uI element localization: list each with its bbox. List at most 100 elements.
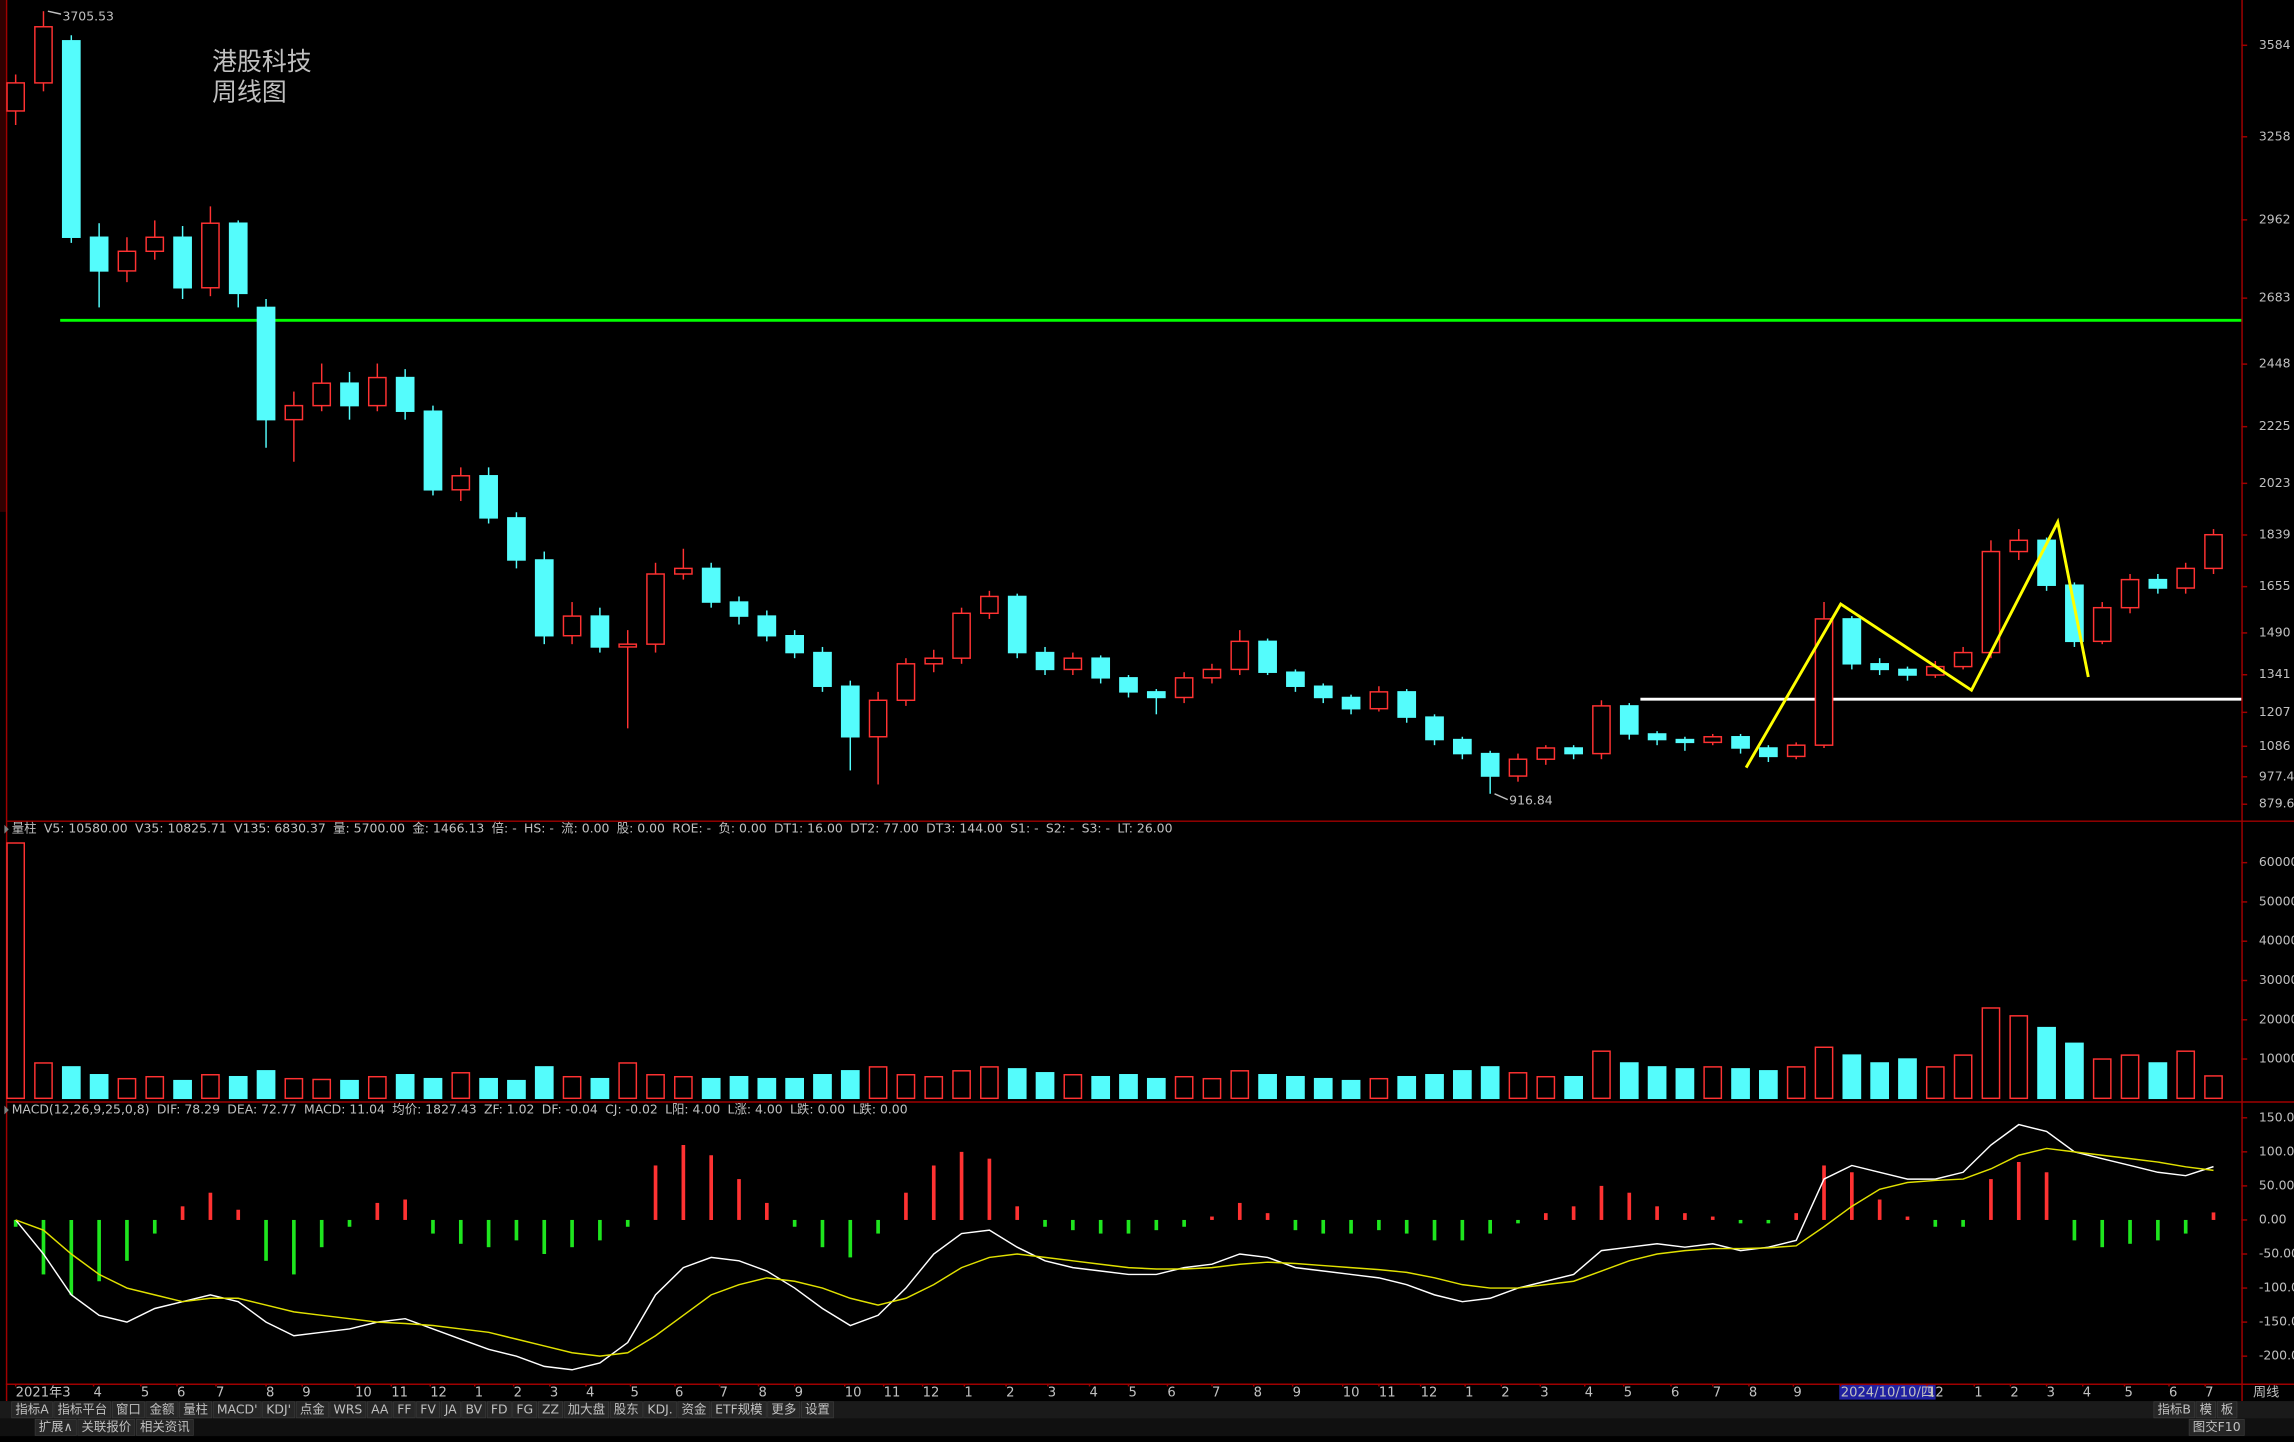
candle-body — [312, 382, 332, 407]
button[interactable]: 量柱 — [183, 1401, 208, 1416]
header-item: CJ: -0.02 — [605, 1102, 658, 1117]
button-bg[interactable] — [800, 1401, 834, 1419]
button-bg[interactable] — [77, 1418, 136, 1436]
button[interactable]: 资金 — [682, 1401, 707, 1416]
button-bg[interactable] — [677, 1401, 711, 1419]
button-bg[interactable] — [461, 1401, 487, 1419]
x-tick-label: 12 — [1421, 1385, 1438, 1400]
button[interactable]: 窗口 — [116, 1401, 141, 1416]
button-bg[interactable] — [295, 1401, 329, 1419]
x-tick-label: 9 — [1293, 1385, 1301, 1400]
candle-body — [896, 663, 916, 702]
button[interactable]: FG — [516, 1401, 533, 1416]
header-item: DEA: 72.77 — [227, 1102, 296, 1117]
button-bg[interactable] — [179, 1401, 213, 1419]
x-tick-label: 12 — [1927, 1385, 1944, 1400]
volume-bar — [1341, 1079, 1361, 1100]
button[interactable]: 图交F10 — [2193, 1419, 2241, 1434]
candle-body — [2148, 578, 2168, 589]
button-bg[interactable] — [2216, 1401, 2238, 1419]
button-bg[interactable] — [767, 1401, 801, 1419]
volume-bar — [646, 1074, 665, 1100]
high-label: 3705.53 — [63, 9, 114, 24]
candle-body — [284, 404, 304, 421]
candle-body — [1564, 747, 1583, 755]
button-bg[interactable] — [145, 1401, 179, 1419]
button[interactable]: FF — [397, 1401, 411, 1416]
button[interactable]: FV — [420, 1401, 436, 1416]
button-bg[interactable] — [537, 1401, 564, 1419]
button-bg[interactable] — [711, 1401, 767, 1419]
volume-bar — [201, 1074, 220, 1100]
dif-line — [15, 1123, 2214, 1371]
y-tick-label: 1490 — [2259, 624, 2291, 639]
button-bg[interactable] — [135, 1418, 194, 1436]
button[interactable]: AA — [371, 1401, 389, 1416]
candle-body — [1647, 733, 1667, 741]
header-item: L跌: 0.00 — [852, 1102, 907, 1117]
button[interactable]: BV — [465, 1401, 482, 1416]
x-tick-label: 5 — [2124, 1385, 2132, 1400]
button[interactable]: ZZ — [542, 1401, 559, 1416]
button-bg[interactable] — [11, 1401, 53, 1419]
candle-body — [840, 685, 860, 738]
button-bg[interactable] — [262, 1401, 296, 1419]
button[interactable]: MACD' — [217, 1401, 258, 1416]
button[interactable]: JA — [444, 1401, 457, 1416]
button[interactable]: 指标A — [15, 1401, 49, 1416]
button[interactable]: 模 — [2200, 1401, 2212, 1416]
button[interactable]: 板 — [2221, 1401, 2233, 1416]
volume-bar — [1953, 1054, 1973, 1100]
button[interactable]: 更多 — [771, 1401, 796, 1416]
button[interactable]: 设置 — [805, 1401, 830, 1416]
button-bg[interactable] — [440, 1401, 461, 1419]
volume-bar — [89, 1074, 109, 1100]
button-bg[interactable] — [111, 1401, 145, 1419]
button-bg[interactable] — [329, 1401, 367, 1419]
button-bg[interactable] — [212, 1401, 262, 1419]
button[interactable]: KDJ. — [647, 1401, 672, 1416]
candle-body — [1174, 677, 1194, 699]
button[interactable]: 加大盘 — [568, 1401, 605, 1416]
button[interactable]: ETF规模 — [715, 1401, 762, 1416]
button[interactable]: 股东 — [614, 1401, 639, 1416]
x-tick-label: 1 — [964, 1385, 972, 1400]
button-bg[interactable] — [2188, 1418, 2245, 1436]
volume-bar — [729, 1075, 749, 1100]
candle-body — [674, 567, 693, 575]
button-bg[interactable] — [486, 1401, 512, 1419]
x-tick-label: 7 — [1212, 1385, 1220, 1400]
volume-bar — [1759, 1070, 1778, 1100]
candle-body — [1814, 618, 1834, 746]
button[interactable]: 相关资讯 — [140, 1419, 190, 1434]
button[interactable]: KDJ' — [266, 1401, 291, 1416]
volume-bar — [1452, 1070, 1472, 1100]
button-bg[interactable] — [34, 1418, 77, 1436]
button-bg[interactable] — [609, 1401, 643, 1419]
button[interactable]: 关联报价 — [81, 1419, 131, 1434]
volume-bar — [813, 1074, 832, 1100]
button[interactable]: 金额 — [150, 1401, 175, 1416]
button[interactable]: WRS — [333, 1401, 362, 1416]
button-bg[interactable] — [393, 1401, 416, 1419]
volume-bar — [1425, 1074, 1444, 1100]
button-bg[interactable] — [367, 1401, 393, 1419]
button-bg[interactable] — [2153, 1401, 2195, 1419]
button-bg[interactable] — [643, 1401, 677, 1419]
x-tick-label: 2 — [1006, 1385, 1014, 1400]
volume-bar — [117, 1077, 137, 1100]
y-tick-label: 40000 — [2259, 933, 2294, 948]
button[interactable]: FD — [491, 1401, 508, 1416]
button-bg[interactable] — [2195, 1401, 2217, 1419]
button-bg[interactable] — [563, 1401, 610, 1419]
button-bg[interactable] — [416, 1401, 440, 1419]
y-tick-label: -100.0 — [2259, 1280, 2294, 1295]
button-bg[interactable] — [53, 1401, 112, 1419]
button[interactable]: 指标平台 — [57, 1401, 107, 1416]
volume-bar — [952, 1070, 971, 1100]
button[interactable]: 指标B — [2157, 1401, 2190, 1416]
x-tick-label: 5 — [1624, 1385, 1632, 1400]
button[interactable]: 点金 — [300, 1401, 325, 1416]
button[interactable]: 扩展∧ — [39, 1419, 73, 1434]
button-bg[interactable] — [512, 1401, 538, 1419]
